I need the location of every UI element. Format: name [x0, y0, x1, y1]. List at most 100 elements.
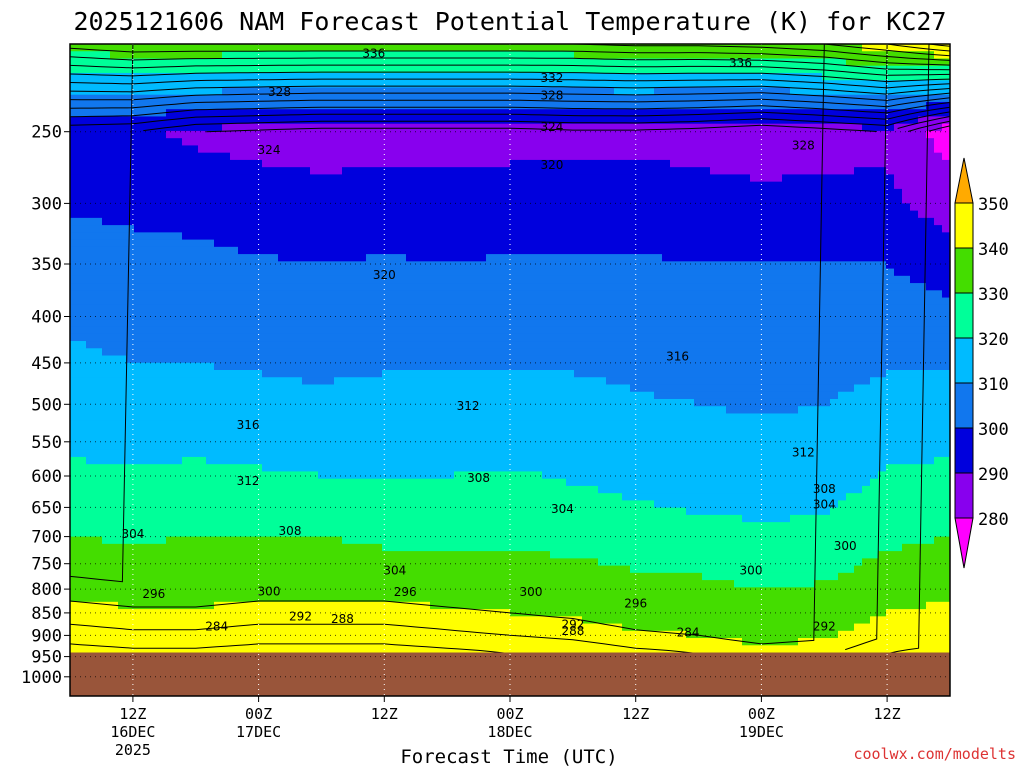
field-cell	[366, 442, 375, 451]
field-cell	[238, 551, 247, 559]
field-cell	[398, 427, 407, 436]
field-cell	[318, 362, 327, 371]
field-cell	[342, 87, 351, 96]
field-cell	[406, 326, 415, 335]
field-cell	[246, 312, 255, 320]
field-cell	[270, 558, 279, 567]
field-cell	[286, 65, 295, 74]
field-cell	[230, 319, 239, 328]
field-cell	[510, 116, 519, 125]
field-cell	[438, 348, 447, 357]
field-cell	[382, 44, 391, 52]
field-cell	[94, 203, 103, 212]
field-cell	[198, 203, 207, 212]
field-cell	[414, 638, 423, 646]
field-cell	[150, 326, 159, 335]
field-cell	[182, 580, 191, 588]
field-cell	[174, 471, 183, 480]
field-cell	[326, 377, 335, 386]
field-cell	[422, 268, 431, 277]
field-cell	[342, 377, 351, 386]
field-cell	[502, 500, 511, 509]
field-cell	[190, 456, 199, 465]
field-cell	[238, 109, 247, 118]
field-cell	[230, 188, 239, 197]
field-cell	[326, 485, 335, 494]
field-cell	[382, 638, 391, 646]
field-cell	[510, 225, 519, 233]
field-cell	[454, 413, 463, 422]
field-cell	[134, 580, 143, 588]
field-cell	[470, 217, 479, 226]
field-cell	[462, 254, 471, 262]
field-cell	[390, 167, 399, 175]
field-cell	[270, 522, 279, 530]
field-cell	[382, 297, 391, 306]
field-cell	[406, 370, 415, 378]
field-cell	[134, 355, 143, 364]
field-cell	[502, 210, 511, 219]
field-cell	[366, 536, 375, 545]
field-cell	[454, 348, 463, 357]
field-cell	[94, 522, 103, 530]
field-cell	[166, 449, 175, 458]
field-cell	[302, 225, 311, 233]
field-cell	[286, 594, 295, 603]
field-cell	[446, 123, 455, 132]
field-cell	[414, 514, 423, 523]
field-cell	[342, 478, 351, 487]
field-cell	[310, 319, 319, 328]
field-cell	[310, 217, 319, 226]
field-cell	[206, 348, 215, 357]
field-cell	[150, 413, 159, 422]
field-cell	[382, 493, 391, 501]
field-cell	[174, 616, 183, 625]
field-cell	[342, 500, 351, 509]
field-cell	[494, 167, 503, 175]
field-cell	[222, 261, 231, 270]
field-cell	[86, 210, 95, 219]
field-cell	[414, 65, 423, 74]
field-cell	[446, 261, 455, 270]
field-cell	[182, 420, 191, 429]
field-cell	[246, 51, 255, 60]
field-cell	[470, 145, 479, 154]
field-cell	[134, 116, 143, 125]
field-cell	[478, 239, 487, 248]
field-cell	[406, 362, 415, 371]
field-cell	[470, 188, 479, 197]
field-cell	[310, 312, 319, 320]
field-cell	[230, 181, 239, 190]
field-cell	[398, 181, 407, 190]
field-cell	[334, 478, 343, 487]
field-cell	[478, 355, 487, 364]
field-cell	[366, 435, 375, 444]
field-cell	[302, 87, 311, 96]
field-cell	[454, 601, 463, 610]
field-cell	[414, 500, 423, 509]
field-cell	[502, 565, 511, 574]
field-cell	[174, 44, 183, 52]
field-cell	[470, 551, 479, 559]
field-cell	[214, 232, 223, 241]
field-cell	[502, 217, 511, 226]
field-cell	[286, 283, 295, 291]
field-cell	[134, 72, 143, 81]
field-cell	[94, 442, 103, 451]
field-cell	[214, 239, 223, 248]
field-cell	[334, 261, 343, 270]
field-cell	[158, 65, 167, 74]
field-cell	[342, 268, 351, 277]
field-cell	[318, 283, 327, 291]
field-cell	[374, 558, 383, 567]
field-cell	[230, 159, 239, 168]
field-cell	[358, 225, 367, 233]
field-cell	[222, 500, 231, 509]
field-cell	[414, 138, 423, 147]
field-cell	[486, 159, 495, 168]
field-cell	[214, 65, 223, 74]
field-cell	[414, 283, 423, 291]
field-cell	[470, 123, 479, 132]
field-cell	[462, 348, 471, 357]
field-cell	[94, 413, 103, 422]
